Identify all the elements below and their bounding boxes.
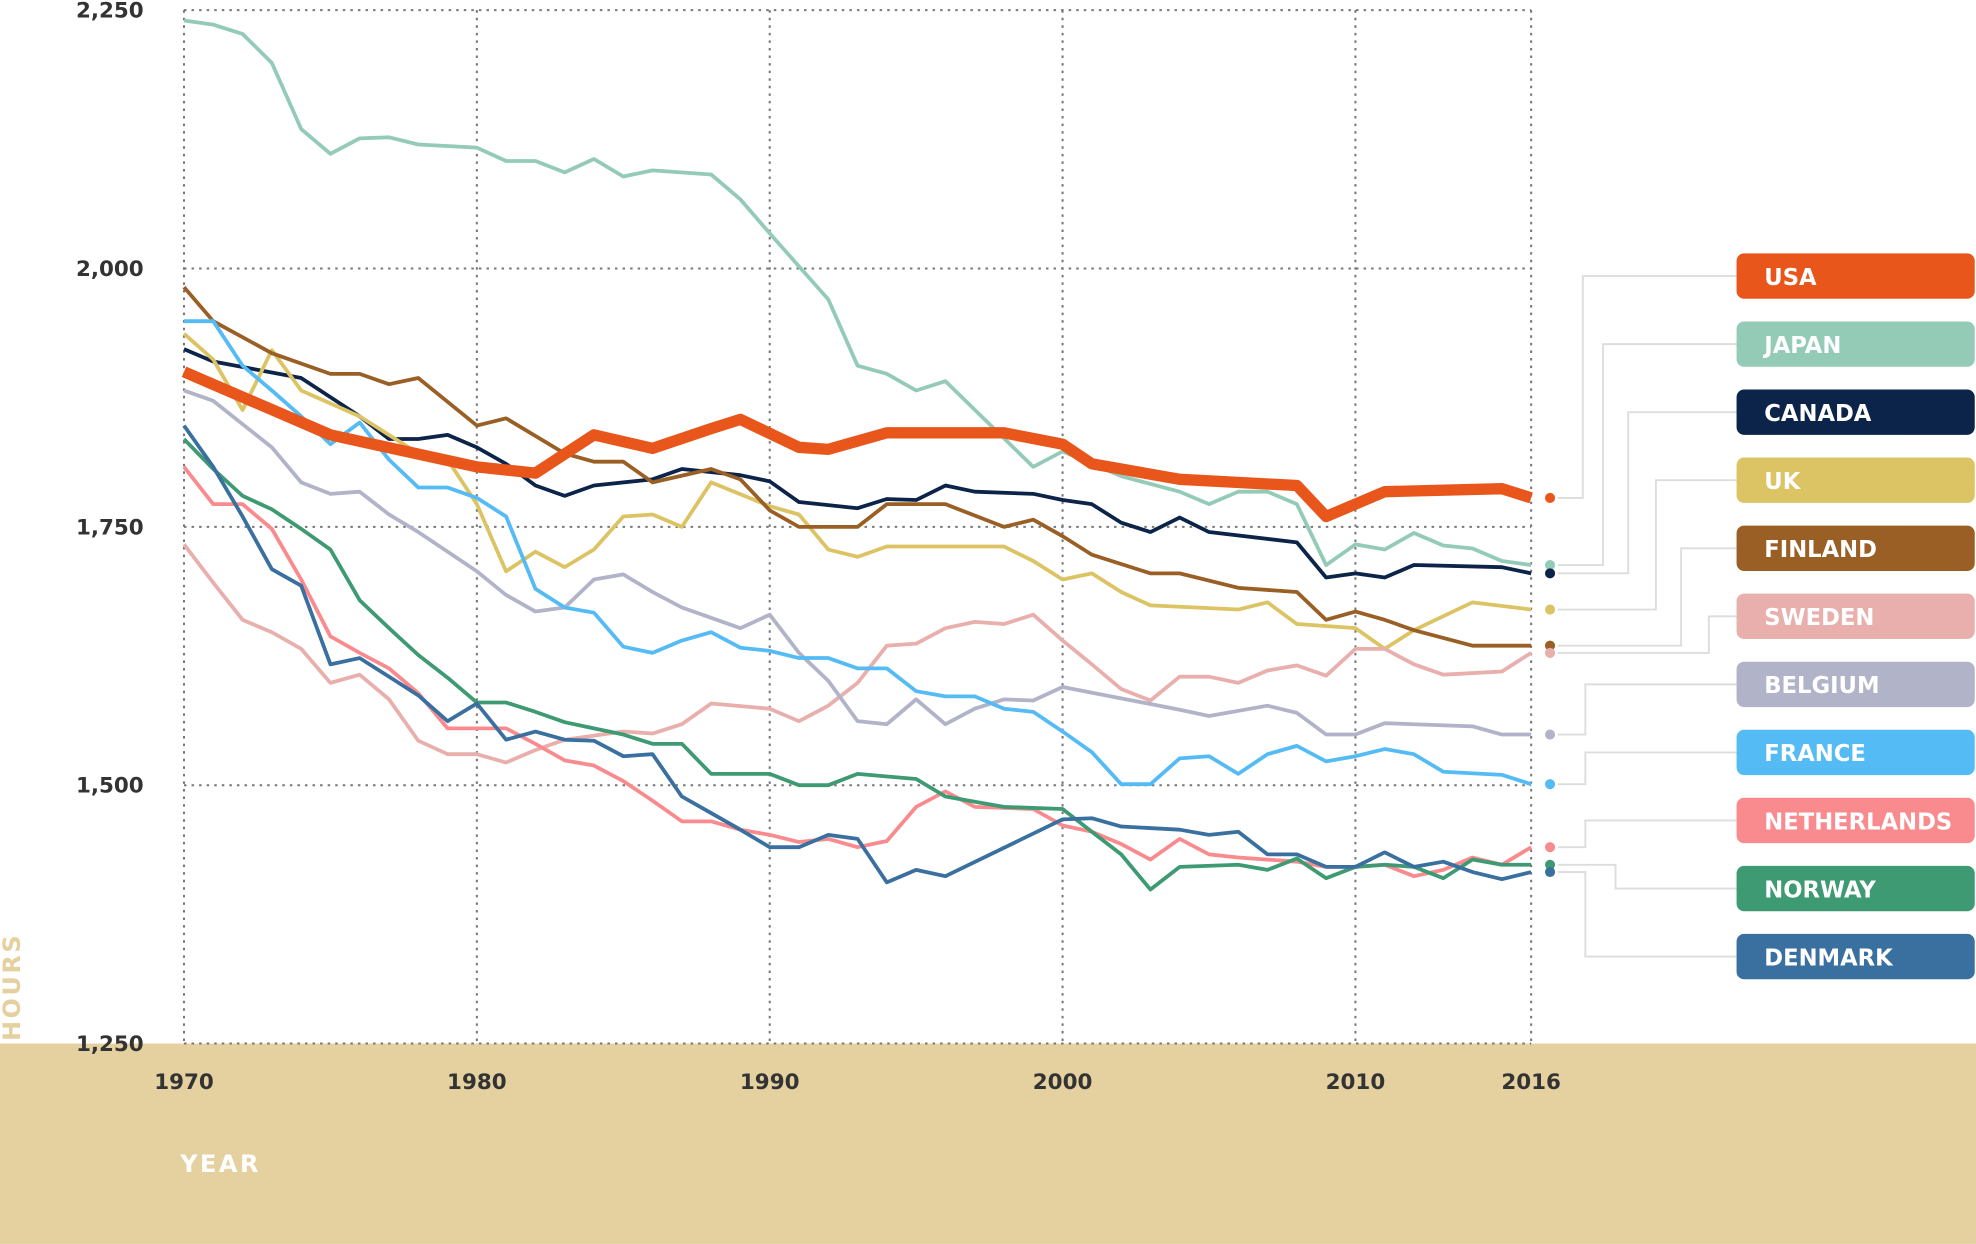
legend-label: BELGIUM (1764, 673, 1879, 699)
legend-box-sweden (1736, 593, 1975, 640)
x-tick-label: 1970 (154, 1070, 214, 1095)
legend-box-usa (1736, 253, 1975, 299)
x-axis-label: YEAR (179, 1150, 261, 1178)
end-dot-japan (1545, 560, 1556, 571)
x-axis-ticks: 1970 1980 1990 2000 2010 2016 (154, 1070, 1561, 1095)
legend-box-netherlands (1736, 797, 1975, 844)
x-tick-label: 1990 (740, 1070, 800, 1095)
legend: USA JAPAN CANADA UK FINLAND SWEDEN BELGIUM FRAN… (1545, 253, 1975, 980)
series-line-france (183, 319, 1532, 787)
end-dot-finland (1545, 640, 1556, 651)
series-line-canada (183, 347, 1532, 580)
legend-label: NORWAY (1764, 877, 1876, 903)
legend-box-belgium (1736, 661, 1975, 708)
y-tick-label: 1,250 (76, 1032, 144, 1057)
series-line-sweden (182, 543, 1533, 765)
legend-connector (1557, 275, 1737, 499)
series-line-finland (182, 285, 1532, 648)
legend-box-japan (1736, 321, 1975, 367)
y-axis-label: HOURS (0, 933, 26, 1041)
x-tick-label: 1980 (447, 1070, 507, 1095)
legend-connector (1557, 683, 1737, 736)
end-dot-belgium (1545, 729, 1556, 740)
legend-connector (1557, 751, 1737, 786)
legend-label: FINLAND (1764, 537, 1877, 563)
series-line-norway (182, 437, 1532, 892)
legend-connector (1557, 343, 1737, 567)
series-line-belgium (183, 388, 1532, 737)
legend-connector (1557, 411, 1737, 575)
end-dot-france (1545, 779, 1556, 790)
legend-box-france (1736, 729, 1975, 776)
end-dot-denmark (1545, 866, 1556, 878)
y-axis-ticks: 1,250 1,500 1,750 2,000 2,250 (76, 0, 144, 1057)
legend-connector (1557, 819, 1737, 849)
legend-label: SWEDEN (1764, 605, 1874, 631)
legend-box-finland (1736, 525, 1975, 571)
legend-label: DENMARK (1764, 945, 1894, 971)
y-tick-label: 2,250 (76, 0, 144, 24)
legend-label: USA (1764, 265, 1817, 291)
legend-connector (1557, 871, 1737, 958)
legend-label: UK (1764, 469, 1801, 495)
series-lines (181, 18, 1533, 892)
end-dot-norway (1545, 859, 1556, 870)
legend-label: FRANCE (1764, 741, 1866, 767)
footer-band (0, 1043, 1976, 1244)
legend-label: CANADA (1764, 401, 1872, 427)
x-tick-label: 2016 (1501, 1070, 1561, 1095)
legend-box-canada (1736, 389, 1975, 435)
x-tick-label: 2010 (1326, 1070, 1386, 1095)
y-tick-label: 1,750 (76, 515, 144, 540)
series-line-uk (182, 332, 1532, 651)
legend-connector (1557, 479, 1737, 611)
x-tick-label: 2000 (1033, 1070, 1093, 1095)
legend-connector (1557, 615, 1737, 654)
end-dot-canada (1545, 568, 1556, 579)
end-dot-sweden (1545, 647, 1556, 658)
end-dot-netherlands (1545, 842, 1556, 853)
series-line-usa (181, 366, 1533, 523)
legend-connector (1557, 547, 1737, 647)
y-tick-label: 1,500 (76, 774, 144, 799)
legend-connector (1557, 863, 1737, 890)
legend-label: NETHERLANDS (1764, 809, 1952, 835)
legend-label: JAPAN (1762, 333, 1841, 359)
legend-box-denmark (1736, 933, 1975, 980)
end-dot-uk (1545, 604, 1556, 615)
legend-box-uk (1736, 457, 1975, 503)
y-tick-label: 2,000 (76, 257, 144, 282)
series-line-denmark (182, 424, 1532, 885)
end-dot-usa (1545, 492, 1556, 503)
series-line-japan (183, 18, 1532, 567)
legend-box-norway (1736, 865, 1975, 912)
